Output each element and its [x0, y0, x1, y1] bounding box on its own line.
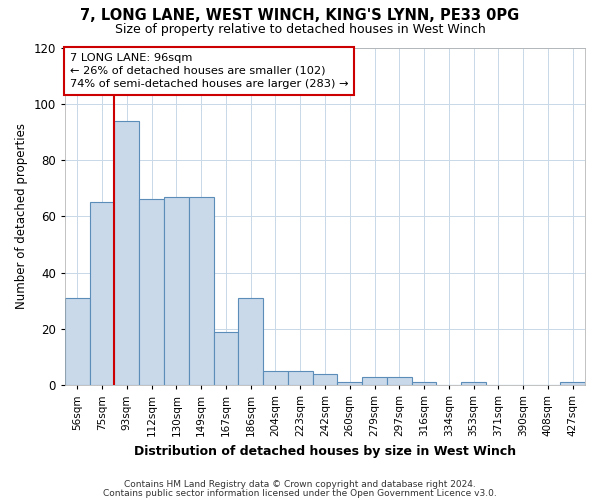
Bar — [115, 120, 139, 385]
Bar — [238, 298, 263, 385]
Bar — [387, 376, 412, 385]
Bar — [214, 332, 238, 385]
Bar — [461, 382, 486, 385]
Bar — [65, 298, 90, 385]
Bar — [139, 200, 164, 385]
Bar — [337, 382, 362, 385]
Bar — [288, 371, 313, 385]
Text: Contains HM Land Registry data © Crown copyright and database right 2024.: Contains HM Land Registry data © Crown c… — [124, 480, 476, 489]
Y-axis label: Number of detached properties: Number of detached properties — [15, 124, 28, 310]
Bar — [164, 196, 189, 385]
Bar — [560, 382, 585, 385]
Text: Size of property relative to detached houses in West Winch: Size of property relative to detached ho… — [115, 22, 485, 36]
X-axis label: Distribution of detached houses by size in West Winch: Distribution of detached houses by size … — [134, 444, 516, 458]
Bar — [263, 371, 288, 385]
Text: 7 LONG LANE: 96sqm
← 26% of detached houses are smaller (102)
74% of semi-detach: 7 LONG LANE: 96sqm ← 26% of detached hou… — [70, 52, 349, 89]
Bar — [412, 382, 436, 385]
Bar — [313, 374, 337, 385]
Text: 7, LONG LANE, WEST WINCH, KING'S LYNN, PE33 0PG: 7, LONG LANE, WEST WINCH, KING'S LYNN, P… — [80, 8, 520, 22]
Text: Contains public sector information licensed under the Open Government Licence v3: Contains public sector information licen… — [103, 489, 497, 498]
Bar — [189, 196, 214, 385]
Bar — [90, 202, 115, 385]
Bar — [362, 376, 387, 385]
